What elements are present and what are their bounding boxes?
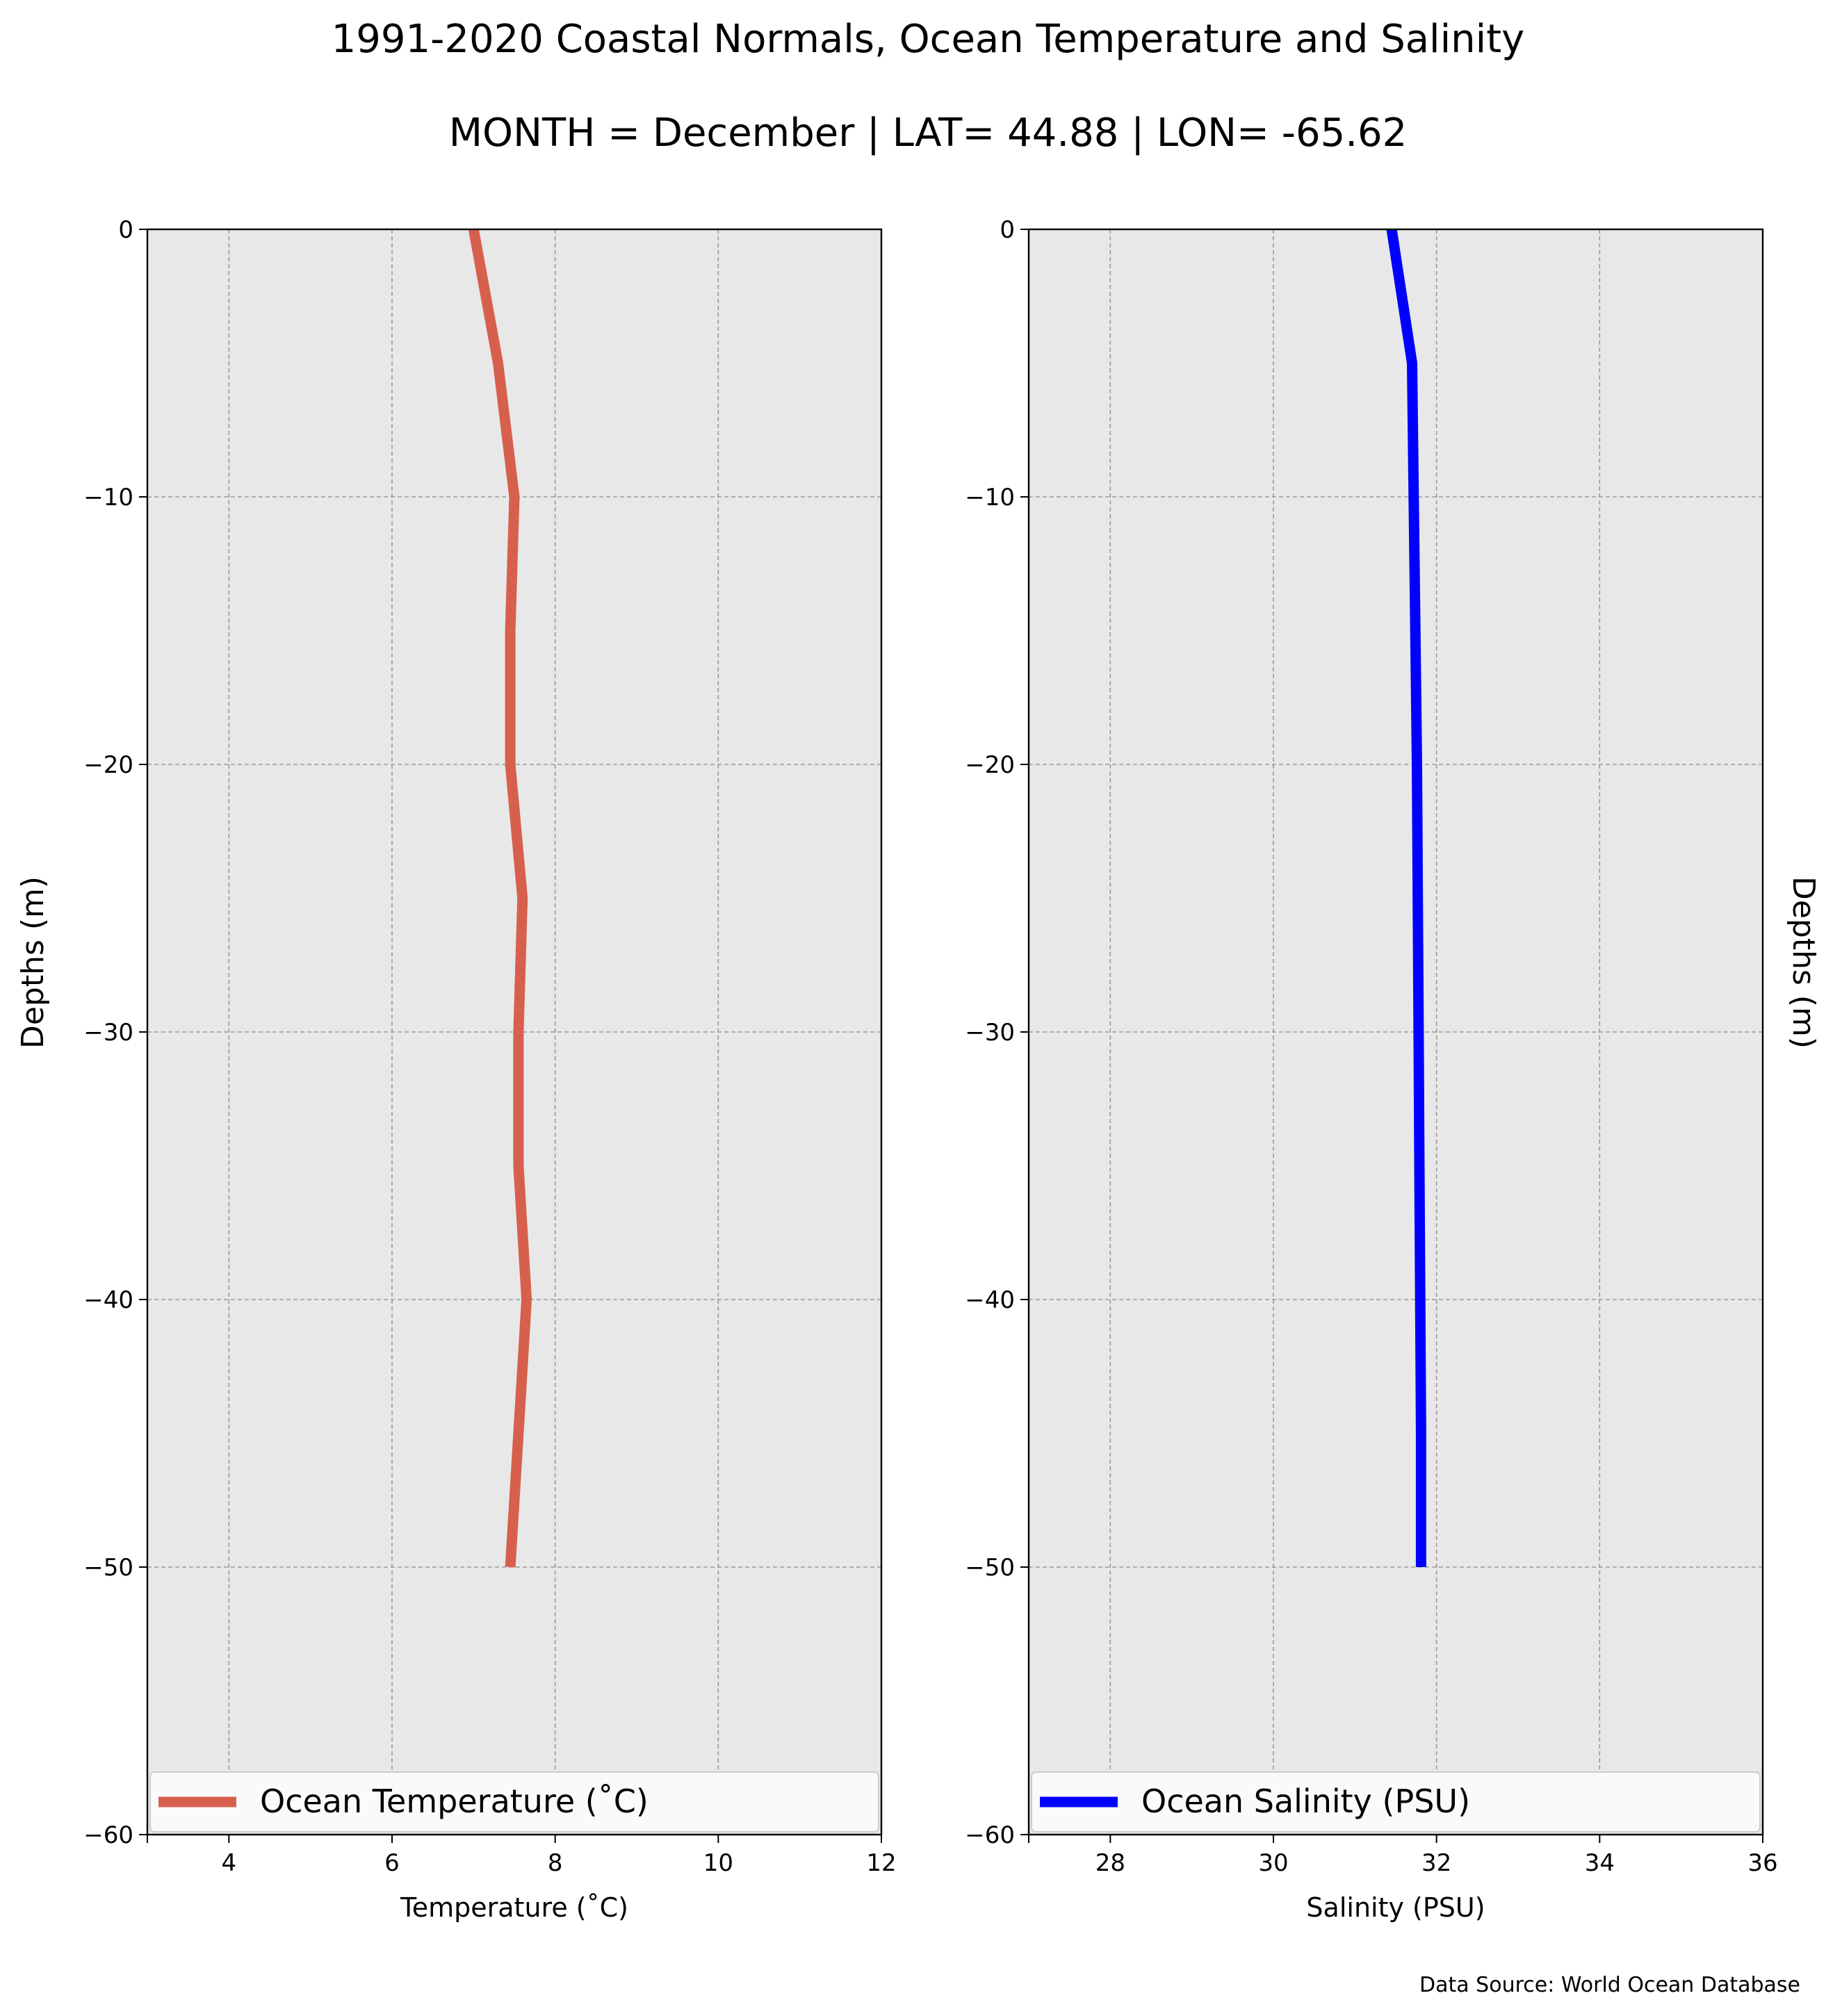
temperature-x-axis-label: Temperature (˚C): [400, 1892, 628, 1923]
salinity-x-tick-label: 28: [1095, 1849, 1125, 1877]
left-y-axis-label: Depths (m): [15, 876, 51, 1049]
temperature-data-point: [518, 1032, 519, 1033]
salinity-x-tick-label: 34: [1585, 1849, 1615, 1877]
salinity-x-tick-label: 30: [1258, 1849, 1288, 1877]
salinity-x-axis-label: Salinity (PSU): [1306, 1892, 1485, 1923]
salinity-legend-label: Ocean Salinity (PSU): [1141, 1783, 1470, 1820]
temperature-x-tick-label: 8: [548, 1849, 563, 1877]
temperature-x-tick-label: 4: [222, 1849, 237, 1877]
temperature-panel: Ocean Temperature (˚C) 4 6 8 10 12 0 −10 −20 −30 −…: [83, 216, 896, 1923]
salinity-y-tick-label: −10: [965, 484, 1015, 511]
temperature-legend-box: [149, 1771, 879, 1833]
temperature-data-point: [518, 1165, 519, 1166]
temperature-y-tick-label: −50: [83, 1554, 133, 1582]
temperature-data-point: [510, 630, 511, 631]
salinity-y-tick-label: −20: [965, 751, 1015, 779]
salinity-series-line: [1386, 228, 1426, 1567]
salinity-y-tick-label: −60: [965, 1821, 1015, 1849]
temperature-series-line: [468, 228, 532, 1568]
temperature-y-tick-label: −10: [83, 484, 133, 511]
temperature-data-point: [510, 764, 511, 765]
temperature-data-point: [522, 898, 523, 899]
salinity-y-tick-label: 0: [1000, 216, 1015, 244]
salinity-data-point: [1419, 1165, 1420, 1166]
temperature-y-tick-label: −30: [83, 1019, 133, 1047]
salinity-plot-area: [1029, 229, 1763, 1835]
temperature-y-tick-label: −40: [83, 1286, 133, 1314]
salinity-x-tick-label: 36: [1747, 1849, 1777, 1877]
salinity-legend-box: [1031, 1771, 1761, 1833]
temperature-data-point: [514, 497, 515, 498]
salinity-data-point: [1418, 1032, 1419, 1033]
temperature-y-tick-label: −20: [83, 751, 133, 779]
temperature-x-tick-label: 10: [703, 1849, 733, 1877]
salinity-data-point: [1413, 497, 1414, 498]
temperature-data-point: [518, 1433, 519, 1434]
temperature-x-tick-label: 12: [866, 1849, 896, 1877]
figure-subtitle: MONTH = December | LAT= 44.88 | LON= -65…: [449, 110, 1408, 156]
salinity-panel: Ocean Salinity (PSU) 28 30 32 34 36 0 −10 −20 −30…: [965, 216, 1777, 1923]
salinity-data-point: [1417, 898, 1418, 899]
figure-title: 1991-2020 Coastal Normals, Ocean Tempera…: [332, 17, 1525, 62]
temperature-x-tick-label: 6: [384, 1849, 400, 1877]
salinity-x-tick-label: 32: [1421, 1849, 1451, 1877]
salinity-y-tick-label: −40: [965, 1286, 1015, 1314]
data-source-note: Data Source: World Ocean Database: [1419, 1973, 1800, 1997]
temperature-legend-label: Ocean Temperature (˚C): [260, 1783, 649, 1820]
salinity-y-tick-label: −30: [965, 1019, 1015, 1047]
temperature-y-tick-label: 0: [118, 216, 133, 244]
right-y-axis-label: Depths (m): [1786, 876, 1821, 1049]
temperature-data-point: [510, 1567, 511, 1568]
temperature-y-tick-label: −60: [83, 1821, 133, 1849]
salinity-data-point: [1415, 630, 1416, 631]
salinity-y-tick-label: −50: [965, 1554, 1015, 1582]
